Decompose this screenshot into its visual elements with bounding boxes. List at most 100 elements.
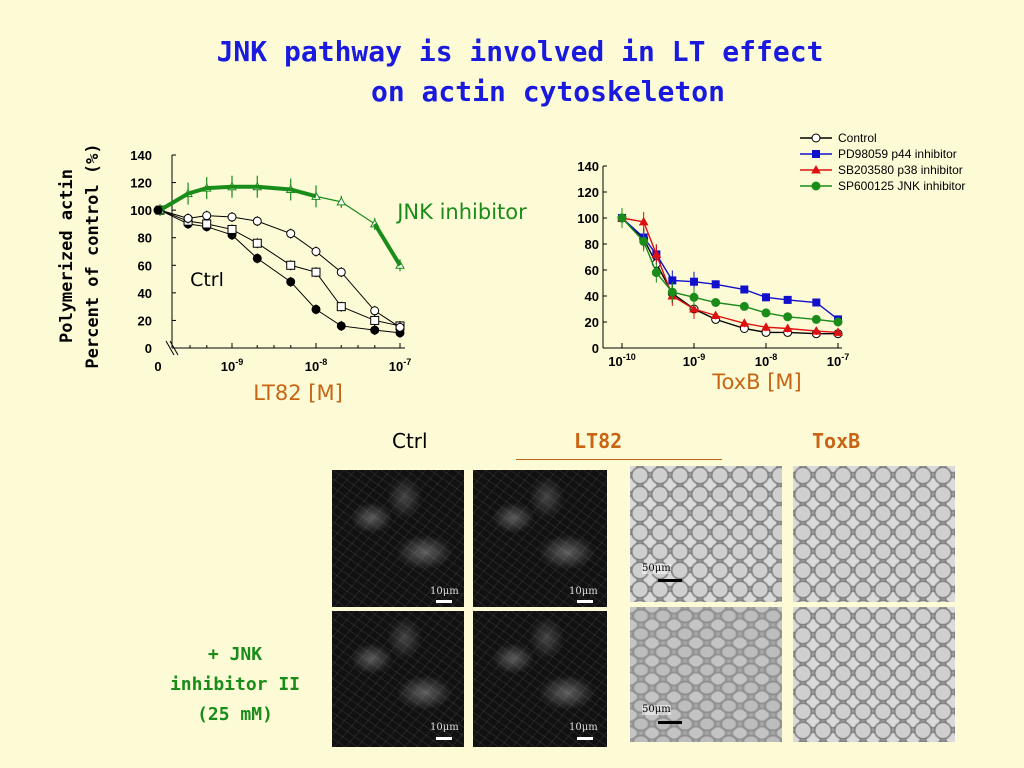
chart1-x-tick-label: 10-7 (389, 357, 411, 374)
row2-line1: + JNK (207, 644, 263, 665)
chart1-y-tick-label: 80 (138, 231, 152, 246)
chart1-data-point (311, 267, 321, 277)
chart2-data-point (639, 236, 649, 246)
scale-bar (658, 579, 682, 582)
chart2-data-point (783, 295, 792, 304)
chart2-data-point (740, 285, 749, 294)
chart2-data-point (667, 287, 677, 297)
chart1-y-tick-label: 140 (130, 148, 152, 163)
chart1-series-line (159, 209, 401, 327)
chart2-legend-label: PD98059 p44 inhibitor (838, 147, 957, 161)
scale-label: 10μm (569, 586, 598, 597)
chart1-x-tick-label: 0 (154, 359, 161, 374)
charts-canvas: 0 20 40 60 80 100 120 140 0 10-9 10-8 10-7 Ctrl JNK i… (130, 131, 965, 405)
chart1-xlabel: LT82 [M] (253, 381, 343, 405)
micrograph-dic-toxb-bottom (793, 607, 955, 742)
chart2-data-point (689, 292, 699, 302)
row2-line2: inhibitor II (169, 674, 301, 695)
chart2-y-tick-label: 80 (585, 237, 599, 252)
col-head-lt82: LT82 (574, 429, 623, 453)
chart1-data-point (252, 253, 262, 263)
slide-title-line2: on actin cytoskeleton (370, 75, 725, 108)
chart1-axis-break (165, 340, 175, 356)
col-head-toxb: ToxB (812, 429, 861, 453)
scale-label: 10μm (430, 722, 459, 733)
micrograph-dic-toxb-top (793, 466, 955, 602)
micrograph-lt82-top: 10μm (473, 470, 607, 607)
chart2-legend-marker (812, 150, 820, 158)
chart2-y-tick-label: 20 (585, 315, 599, 330)
chart1-x-tick-label: 10-9 (221, 357, 243, 374)
chart2-y-tick-label: 60 (585, 263, 599, 278)
chart1-y-tick-label: 100 (130, 203, 152, 218)
micrograph-ctrl-bottom: 10μm (332, 611, 464, 747)
chart1-data-point (336, 196, 347, 206)
chart1-data-point (153, 205, 163, 215)
chart1-data-point (370, 325, 380, 335)
chart1-y-tick-label: 60 (138, 258, 152, 273)
chart2-legend-marker (811, 133, 821, 143)
chart2-y-tick-label: 140 (577, 159, 599, 174)
chart2-data-point (739, 318, 750, 327)
chart1-y-tick-label: 120 (130, 176, 152, 191)
chart2-data-point (811, 326, 822, 335)
micrograph-dic-lt82-bottom: 50μm (630, 607, 782, 742)
chart2-x-tick-label: 10-8 (755, 352, 777, 369)
micrograph-dic-lt82-top: 50μm (630, 466, 782, 602)
chart1-data-point (395, 322, 405, 332)
chart2-data-point (783, 312, 793, 322)
chart1-jnk-emphasis (373, 222, 402, 267)
chart1-x-tick-label: 10-8 (305, 357, 327, 374)
chart2-y-tick-label: 0 (592, 341, 599, 356)
chart1-data-point (252, 216, 262, 226)
chart1-data-point (336, 321, 346, 331)
chart2-legend-label: SP600125 JNK inhibitor (838, 179, 965, 193)
chart2-data-point (711, 280, 720, 289)
chart2-legend-label: Control (838, 131, 877, 145)
scale-label: 10μm (430, 586, 459, 597)
chart1-y-tick-label: 0 (145, 341, 152, 356)
chart1-y-tick-label: 40 (138, 286, 152, 301)
chart2-data-point (739, 301, 749, 311)
chart2-legend-marker (811, 181, 821, 191)
micrograph-ctrl-top: 10μm (332, 470, 464, 607)
chart2-data-point (782, 323, 793, 332)
chart1-series-line (159, 209, 401, 334)
chart2-xlabel: ToxB [M] (711, 370, 801, 394)
scale-bar (577, 600, 593, 603)
chart1-data-point (227, 224, 237, 234)
chart1-data-point (336, 267, 346, 277)
chart1-data-point (286, 277, 296, 287)
chart1-y-tick-label: 20 (138, 313, 152, 328)
chart2-data-point (812, 298, 821, 307)
chart2-y-tick-label: 100 (577, 211, 599, 226)
chart1-data-point (286, 229, 296, 239)
scale-label: 10μm (569, 722, 598, 733)
scale-bar (436, 600, 452, 603)
slide-title-line1: JNK pathway is involved in LT effect (216, 35, 824, 68)
chart1-data-point (202, 211, 212, 221)
chart1-series-line (159, 209, 401, 328)
chart2-data-point (761, 308, 771, 318)
chart1-jnk-emphasis (158, 184, 317, 212)
scale-bar (658, 721, 682, 724)
chart2-data-point (711, 298, 721, 307)
chart1-data-point (370, 306, 380, 316)
chart1-data-point (311, 247, 321, 256)
row2-line3: (25 mM) (197, 704, 273, 725)
chart2-data-point (638, 216, 649, 226)
scale-label: 50μm (642, 704, 671, 715)
chart2-data-point (689, 303, 699, 313)
chart2-data-point (651, 268, 661, 278)
chart2-data-point (833, 317, 843, 327)
chart1-data-point (336, 302, 346, 312)
chart1-series-line (159, 186, 401, 266)
chart1-data-point (202, 219, 212, 229)
scale-bar (577, 737, 593, 740)
chart2-y-tick-label: 40 (585, 289, 599, 304)
chart2-x-tick-label: 10-9 (683, 352, 705, 369)
chart2-data-point (690, 277, 698, 286)
chart1-data-point (311, 304, 321, 314)
chart2-data-point (710, 310, 721, 319)
chart2-x-tick-label: 10-7 (827, 352, 849, 369)
